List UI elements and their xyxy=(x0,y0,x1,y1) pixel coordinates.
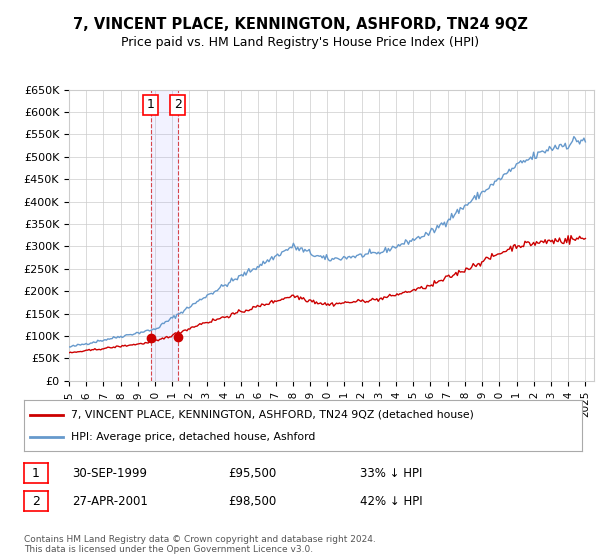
Text: £95,500: £95,500 xyxy=(228,466,276,480)
Text: 1: 1 xyxy=(147,99,155,111)
Text: 1: 1 xyxy=(32,466,40,480)
Text: 33% ↓ HPI: 33% ↓ HPI xyxy=(360,466,422,480)
Text: HPI: Average price, detached house, Ashford: HPI: Average price, detached house, Ashf… xyxy=(71,432,316,442)
Text: 7, VINCENT PLACE, KENNINGTON, ASHFORD, TN24 9QZ: 7, VINCENT PLACE, KENNINGTON, ASHFORD, T… xyxy=(73,17,527,32)
Text: Contains HM Land Registry data © Crown copyright and database right 2024.
This d: Contains HM Land Registry data © Crown c… xyxy=(24,535,376,554)
Text: 42% ↓ HPI: 42% ↓ HPI xyxy=(360,494,422,508)
Text: £98,500: £98,500 xyxy=(228,494,276,508)
Text: 7, VINCENT PLACE, KENNINGTON, ASHFORD, TN24 9QZ (detached house): 7, VINCENT PLACE, KENNINGTON, ASHFORD, T… xyxy=(71,409,475,419)
Text: 2: 2 xyxy=(32,494,40,508)
Text: 30-SEP-1999: 30-SEP-1999 xyxy=(72,466,147,480)
Bar xyxy=(151,90,178,381)
Text: 27-APR-2001: 27-APR-2001 xyxy=(72,494,148,508)
Text: 2: 2 xyxy=(174,99,182,111)
Text: Price paid vs. HM Land Registry's House Price Index (HPI): Price paid vs. HM Land Registry's House … xyxy=(121,36,479,49)
